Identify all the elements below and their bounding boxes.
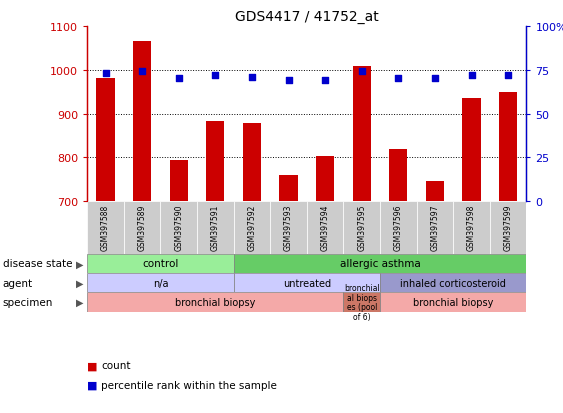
Text: ▶: ▶	[76, 297, 83, 307]
Point	[504, 73, 513, 79]
Text: count: count	[101, 361, 131, 370]
Bar	[307, 202, 343, 254]
Text: ▶: ▶	[76, 278, 83, 288]
Text: percentile rank within the sample: percentile rank within the sample	[101, 380, 277, 390]
Bar	[124, 202, 160, 254]
Text: allergic asthma: allergic asthma	[339, 259, 421, 269]
Text: disease state: disease state	[3, 259, 72, 269]
Point	[431, 76, 440, 83]
Text: GSM397599: GSM397599	[504, 204, 512, 251]
Point	[321, 78, 330, 84]
Bar	[453, 202, 490, 254]
Bar	[160, 202, 197, 254]
Text: GSM397594: GSM397594	[321, 204, 329, 251]
Bar	[279, 176, 298, 202]
Point	[101, 71, 110, 77]
Point	[211, 73, 220, 79]
Bar	[87, 273, 234, 292]
Text: inhaled corticosteroid: inhaled corticosteroid	[400, 278, 506, 288]
Bar	[316, 156, 334, 202]
Bar	[243, 124, 261, 202]
Point	[284, 78, 293, 84]
Text: specimen: specimen	[3, 297, 53, 307]
Bar	[87, 202, 124, 254]
Text: GSM397593: GSM397593	[284, 204, 293, 251]
Point	[467, 73, 476, 79]
Bar	[462, 99, 481, 202]
Bar	[490, 202, 526, 254]
Title: GDS4417 / 41752_at: GDS4417 / 41752_at	[235, 10, 379, 24]
Bar	[234, 273, 380, 292]
Bar	[426, 182, 444, 202]
Point	[137, 69, 146, 76]
Bar	[96, 79, 115, 202]
Bar	[169, 160, 188, 202]
Text: GSM397597: GSM397597	[431, 204, 439, 251]
Bar	[197, 202, 234, 254]
Text: GSM397589: GSM397589	[138, 204, 146, 251]
Bar	[499, 93, 517, 202]
Bar	[380, 292, 526, 312]
Text: agent: agent	[3, 278, 33, 288]
Text: GSM397592: GSM397592	[248, 204, 256, 251]
Text: GSM397598: GSM397598	[467, 204, 476, 251]
Text: control: control	[142, 259, 178, 269]
Text: bronchial biopsy: bronchial biopsy	[175, 297, 256, 307]
Text: bronchial biopsy: bronchial biopsy	[413, 297, 493, 307]
Bar	[206, 122, 225, 202]
Text: n/a: n/a	[153, 278, 168, 288]
Bar	[87, 292, 343, 312]
Text: GSM397590: GSM397590	[175, 204, 183, 251]
Text: GSM397595: GSM397595	[358, 204, 366, 251]
Bar	[234, 254, 526, 273]
Bar	[270, 202, 307, 254]
Bar	[380, 202, 417, 254]
Text: GSM397588: GSM397588	[101, 204, 110, 250]
Point	[358, 69, 367, 76]
Bar	[87, 254, 234, 273]
Bar	[343, 292, 380, 312]
Bar	[133, 42, 151, 202]
Text: ■: ■	[87, 361, 98, 370]
Bar	[417, 202, 453, 254]
Point	[175, 76, 184, 83]
Point	[248, 74, 257, 81]
Text: ■: ■	[87, 380, 98, 390]
Text: GSM397591: GSM397591	[211, 204, 220, 251]
Text: GSM397596: GSM397596	[394, 204, 403, 251]
Bar	[352, 67, 371, 202]
Bar	[380, 273, 526, 292]
Text: untreated: untreated	[283, 278, 331, 288]
Point	[394, 76, 403, 83]
Text: ▶: ▶	[76, 259, 83, 269]
Bar	[234, 202, 270, 254]
Text: bronchial
al biops
es (pool
of 6): bronchial al biops es (pool of 6)	[344, 283, 379, 321]
Bar	[343, 202, 380, 254]
Bar	[389, 150, 408, 202]
